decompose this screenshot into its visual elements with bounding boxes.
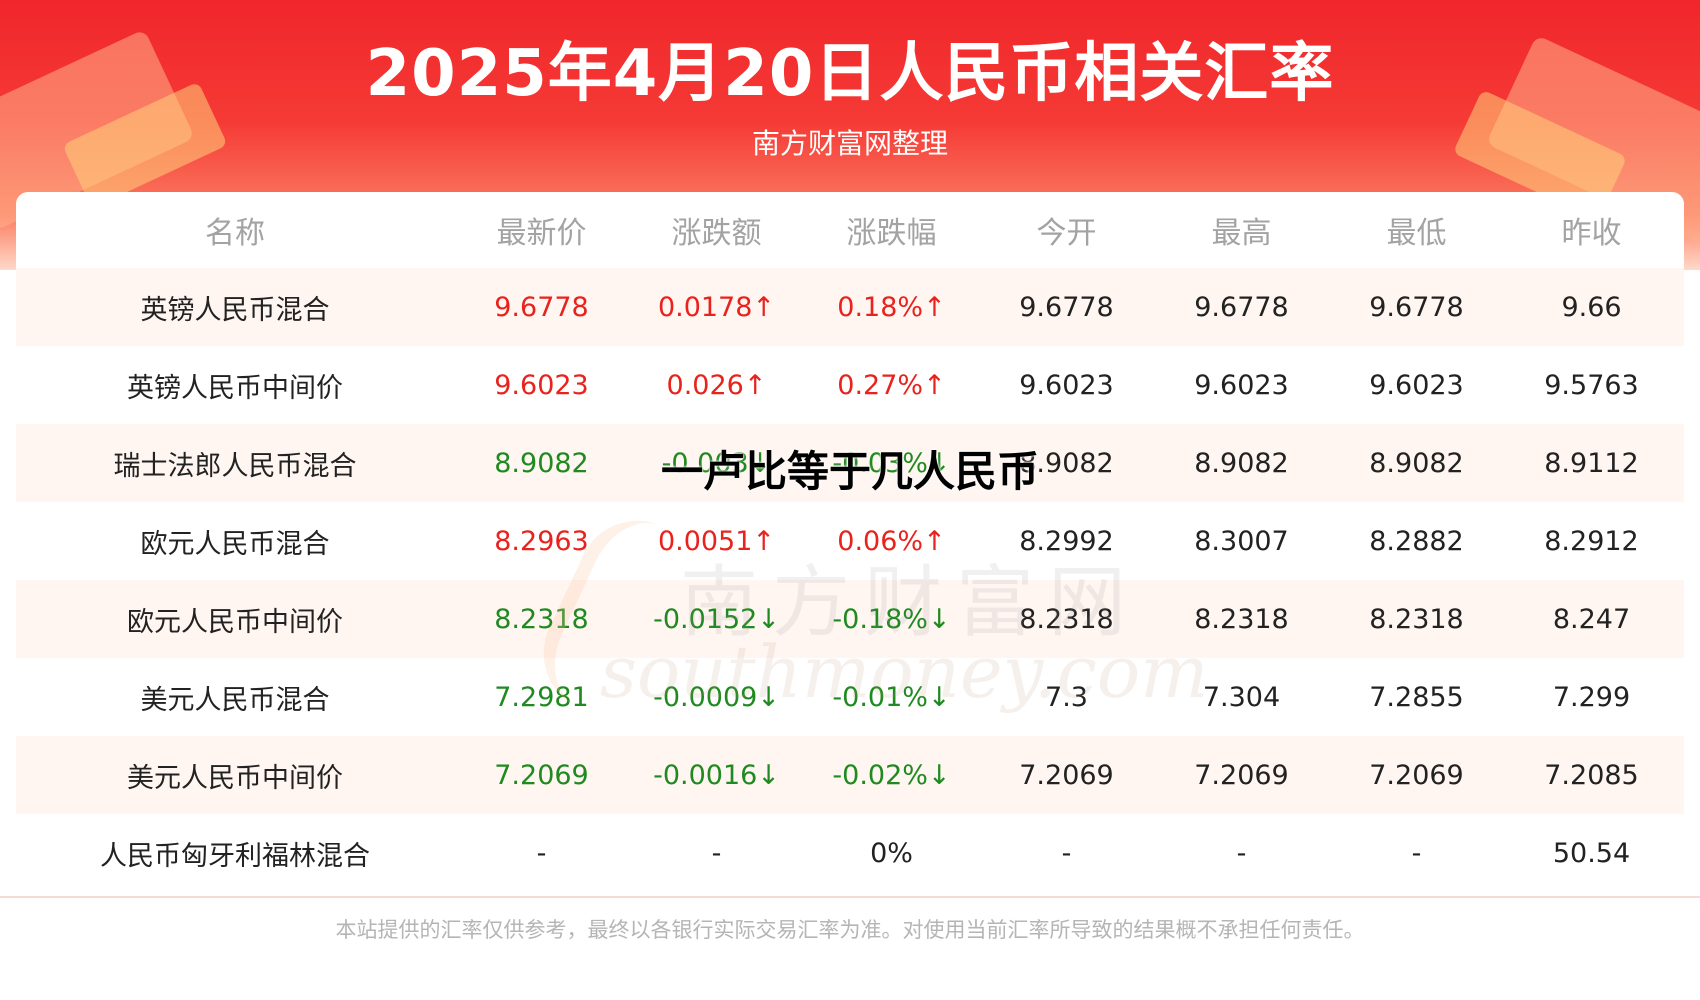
cell-change-pct: 0% (870, 837, 913, 869)
cell-change: - (711, 837, 722, 869)
cell-prev-close: 9.66 (1561, 291, 1622, 323)
column-header-change: 涨跌额 (671, 216, 762, 251)
cell-prev-close: 8.2912 (1544, 525, 1639, 557)
cell-name: 人民币匈牙利福林混合 (100, 840, 370, 872)
cell-latest: 7.2981 (494, 681, 589, 713)
rate-table: 名称 最新价 涨跌额 涨跌幅 今开 最高 最低 昨收 英镑人民币混合 9.6778… (16, 192, 1684, 896)
cell-high: 7.304 (1202, 681, 1281, 713)
cell-change-pct: 0.27%↑ (837, 369, 946, 401)
table-row: 瑞士法郎人民币混合 8.9082 -0.003↓ -0.03%↓ 8.9082 8.908… (16, 424, 1684, 502)
disclaimer-text: 本站提供的汇率仅供参考，最终以各银行实际交易汇率为准。对使用当前汇率所导致的结果… (335, 918, 1365, 942)
cell-latest: 9.6023 (494, 369, 589, 401)
cell-open: 9.6778 (1019, 291, 1114, 323)
cell-low: 7.2855 (1369, 681, 1464, 713)
cell-name: 欧元人民币中间价 (127, 606, 343, 638)
footer-divider (0, 896, 1700, 898)
cell-high: 9.6778 (1194, 291, 1289, 323)
cell-high: 7.2069 (1194, 759, 1289, 791)
column-header-prev-close: 昨收 (1561, 216, 1622, 251)
cell-open: - (1061, 837, 1072, 869)
column-header-open: 今开 (1036, 216, 1097, 251)
cell-high: 8.9082 (1194, 447, 1289, 479)
table-row: 英镑人民币中间价 9.6023 0.026↑ 0.27%↑ 9.6023 9.6023 9.… (16, 346, 1684, 424)
page-subtitle: 南方财富网整理 (751, 127, 948, 160)
cell-name: 美元人民币中间价 (127, 762, 343, 794)
column-header-high: 最高 (1211, 216, 1272, 251)
cell-latest: 9.6778 (494, 291, 589, 323)
column-header-low: 最低 (1386, 216, 1447, 251)
column-header-latest: 最新价 (496, 216, 587, 251)
cell-low: 9.6023 (1369, 369, 1464, 401)
cell-open: 8.9082 (1019, 447, 1114, 479)
page-title: 2025年4月20日人民币相关汇率 (365, 37, 1335, 111)
cell-high: 9.6023 (1194, 369, 1289, 401)
table-row: 美元人民币中间价 7.2069 -0.0016↓ -0.02%↓ 7.2069 7.206… (16, 736, 1684, 814)
cell-low: 8.2882 (1369, 525, 1464, 557)
cell-high: 8.2318 (1194, 603, 1289, 635)
cell-change: -0.003↓ (661, 447, 772, 479)
cell-open: 9.6023 (1019, 369, 1114, 401)
cell-change-pct: -0.02%↓ (832, 759, 951, 791)
cell-change: -0.0009↓ (653, 681, 780, 713)
cell-high: - (1236, 837, 1247, 869)
cell-latest: 8.2318 (494, 603, 589, 635)
cell-open: 7.2069 (1019, 759, 1114, 791)
cell-latest: 7.2069 (494, 759, 589, 791)
cell-prev-close: 7.2085 (1544, 759, 1639, 791)
cell-low: 9.6778 (1369, 291, 1464, 323)
cell-change: 0.026↑ (666, 369, 767, 401)
cell-name: 英镑人民币中间价 (127, 372, 343, 404)
cell-change: 0.0051↑ (657, 525, 776, 557)
cell-open: 8.2318 (1019, 603, 1114, 635)
cell-change-pct: 0.06%↑ (837, 525, 946, 557)
cell-open: 8.2992 (1019, 525, 1114, 557)
cell-prev-close: 50.54 (1552, 837, 1631, 869)
cell-change: 0.0178↑ (657, 291, 776, 323)
table-row: 人民币匈牙利福林混合 - - 0% - - - 50.54 (16, 814, 1684, 892)
table-header: 名称 最新价 涨跌额 涨跌幅 今开 最高 最低 昨收 (16, 192, 1684, 268)
cell-prev-close: 8.247 (1552, 603, 1631, 635)
cell-prev-close: 9.5763 (1544, 369, 1639, 401)
table-row: 英镑人民币混合 9.6778 0.0178↑ 0.18%↑ 9.6778 9.6778 9.… (16, 268, 1684, 346)
cell-prev-close: 8.9112 (1544, 447, 1639, 479)
cell-name: 瑞士法郎人民币混合 (113, 450, 357, 482)
cell-change-pct: -0.18%↓ (832, 603, 951, 635)
table-row: 美元人民币混合 7.2981 -0.0009↓ -0.01%↓ 7.3 7.304 7.28… (16, 658, 1684, 736)
cell-latest: 8.2963 (494, 525, 589, 557)
cell-latest: 8.9082 (494, 447, 589, 479)
cell-change-pct: -0.03%↓ (832, 447, 951, 479)
cell-low: 8.2318 (1369, 603, 1464, 635)
cell-change: -0.0152↓ (653, 603, 780, 635)
column-header-name: 名称 (205, 216, 265, 251)
overlay-caption: 一卢比等于几人民币 (660, 447, 1039, 496)
cell-prev-close: 7.299 (1552, 681, 1631, 713)
cell-high: 8.3007 (1194, 525, 1289, 557)
cell-name: 欧元人民币混合 (140, 528, 330, 560)
cell-low: 8.9082 (1369, 447, 1464, 479)
cell-change: -0.0016↓ (653, 759, 780, 791)
cell-change-pct: 0.18%↑ (837, 291, 946, 323)
cell-low: 7.2069 (1369, 759, 1464, 791)
cell-name: 美元人民币混合 (140, 684, 330, 716)
table-row: 欧元人民币中间价 8.2318 -0.0152↓ -0.18%↓ 8.2318 8.231… (16, 580, 1684, 658)
cell-low: - (1411, 837, 1422, 869)
table-body: 英镑人民币混合 9.6778 0.0178↑ 0.18%↑ 9.6778 9.6778 9.… (16, 268, 1684, 892)
cell-change-pct: -0.01%↓ (832, 681, 951, 713)
cell-open: 7.3 (1045, 681, 1088, 713)
cell-latest: - (536, 837, 547, 869)
cell-name: 英镑人民币混合 (140, 294, 330, 326)
column-header-change-pct: 涨跌幅 (846, 216, 937, 251)
table-row: 欧元人民币混合 8.2963 0.0051↑ 0.06%↑ 8.2992 8.3007 8.… (16, 502, 1684, 580)
